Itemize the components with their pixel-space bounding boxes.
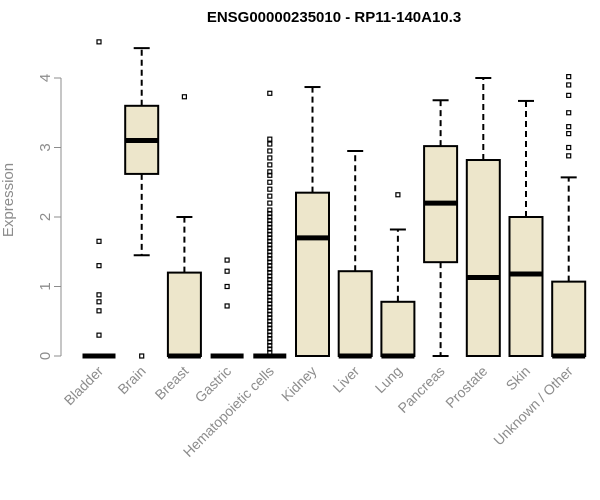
x-tick-label: Prostate: [442, 363, 490, 411]
box-body: [380, 300, 416, 358]
chart-title: ENSG00000235010 - RP11-140A10.3: [207, 9, 461, 26]
box-pancreas: [423, 99, 459, 357]
box-liver: [337, 149, 373, 359]
outlier-point: [96, 299, 102, 305]
outlier-point: [267, 179, 273, 185]
box-skin: [508, 99, 544, 357]
outlier-point: [267, 186, 273, 192]
box-body: [295, 191, 330, 357]
y-tick-label: 0: [37, 352, 54, 360]
outlier-point: [267, 207, 273, 213]
outlier-point: [224, 283, 230, 290]
box-breast: [166, 94, 202, 359]
box-body: [508, 216, 544, 357]
outlier-point: [566, 153, 572, 159]
outlier-point: [224, 303, 230, 309]
outlier-point: [267, 162, 273, 168]
box-lung: [380, 192, 416, 359]
y-tick-label: 2: [37, 213, 54, 221]
y-axis-label: Expression: [0, 163, 17, 237]
outlier-point: [181, 94, 187, 100]
outlier-point: [139, 353, 145, 359]
outlier-point: [566, 82, 572, 88]
x-tick-label: Skin: [503, 363, 534, 394]
outlier-point: [566, 144, 572, 151]
outlier-point: [267, 90, 273, 96]
box-body: [337, 270, 373, 357]
outlier-point: [267, 193, 273, 199]
outlier-point: [267, 148, 273, 154]
box-body: [166, 271, 202, 358]
outlier-point: [566, 74, 572, 80]
y-tick-label: 4: [37, 74, 54, 82]
box-body: [465, 159, 501, 357]
x-tick-label: Gastric: [192, 363, 235, 406]
x-tick-label: Breast: [152, 363, 192, 403]
box-kidney: [295, 86, 330, 357]
outlier-point: [96, 39, 102, 45]
y-axis: 0 1 2 3 4: [37, 74, 62, 360]
outlier-point: [96, 292, 102, 298]
outlier-point: [566, 131, 572, 137]
y-tick-label: 1: [37, 282, 54, 290]
outlier-point: [224, 268, 230, 274]
outlier-point: [267, 155, 273, 161]
box-prostate: [465, 77, 501, 357]
y-tick-label: 3: [37, 143, 54, 151]
x-tick-label: Liver: [330, 363, 363, 396]
outlier-point: [96, 332, 102, 338]
x-tick-label: Kidney: [278, 363, 320, 405]
outlier-point: [566, 110, 572, 116]
box-brain: [124, 47, 160, 359]
outlier-point: [267, 200, 273, 206]
outlier-point: [267, 136, 273, 142]
x-tick-label: Brain: [114, 363, 148, 397]
box-unknown-other: [551, 74, 587, 359]
x-tick-label: Bladder: [61, 363, 107, 409]
outlier-point: [96, 263, 102, 269]
box-body: [551, 280, 587, 358]
outlier-point: [96, 308, 102, 314]
outlier-point: [267, 169, 273, 175]
outlier-point: [566, 92, 572, 98]
x-tick-label: Unknown / Other: [490, 363, 576, 449]
outlier-point: [224, 257, 230, 263]
box-hematopoietic-cells: [253, 90, 287, 359]
plot-area: [82, 39, 587, 359]
box-bladder: [82, 39, 116, 359]
outlier-point: [96, 238, 102, 244]
x-tick-label: Pancreas: [395, 363, 448, 416]
outlier-point: [566, 124, 572, 130]
box-gastric: [210, 257, 244, 359]
outlier-point: [267, 141, 273, 147]
outlier-point: [395, 192, 401, 198]
x-tick-label: Lung: [372, 363, 405, 396]
